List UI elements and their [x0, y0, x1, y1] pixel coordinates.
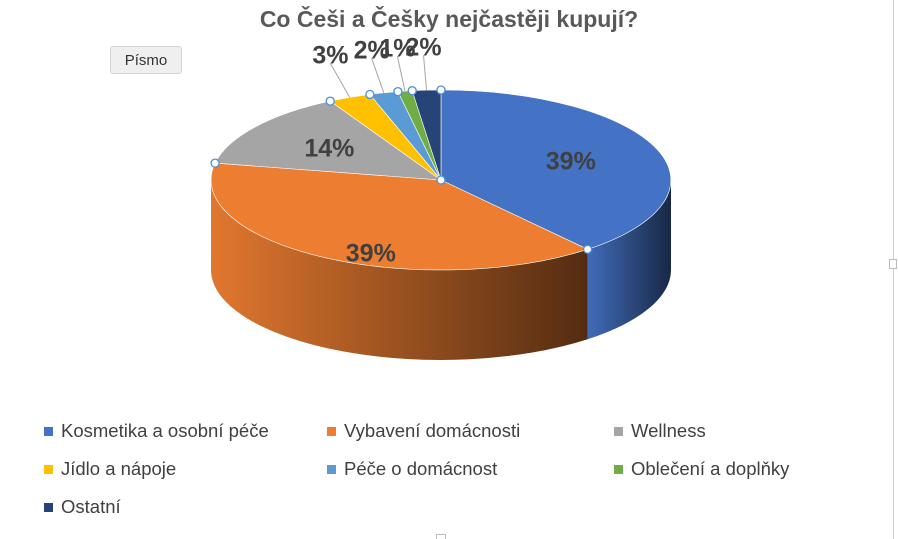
pie-slice-wellness[interactable]	[214, 100, 443, 181]
data-label-obleceni-a-doplnky: 1%	[379, 34, 415, 62]
selection-handle[interactable]	[393, 86, 403, 97]
chart-title: Co Češi a Češky nejčastěji kupují?	[259, 6, 639, 32]
pie-data-labels: 39%39%14%3% 2%1%2%	[304, 33, 595, 267]
selection-handle[interactable]	[436, 85, 446, 95]
leader-line	[396, 56, 406, 92]
pie-leader-lines	[329, 55, 428, 98]
selection-handle[interactable]	[325, 96, 335, 106]
leader-line	[423, 55, 428, 91]
selection-handle[interactable]	[365, 89, 375, 100]
resize-handle-bottom[interactable]	[436, 534, 446, 539]
pie-sides	[211, 180, 671, 360]
font-button[interactable]: Písmo	[110, 46, 182, 74]
pie-slice-kosmetika-a-osobni-pece[interactable]	[440, 89, 672, 250]
data-label-pece-o-domacnost: 2%	[354, 36, 390, 64]
leader-line	[329, 63, 351, 98]
pie-slice-vybaveni-domacnosti[interactable]	[210, 162, 589, 271]
selection-border	[893, 0, 894, 539]
resize-handle-right[interactable]	[889, 259, 897, 269]
data-label-kosmetika-a-osobni-pece: 39%	[546, 148, 596, 176]
selection-handle[interactable]	[582, 244, 593, 254]
leader-line	[371, 58, 385, 93]
data-label-jidlo-a-napoje: 3%	[312, 42, 348, 70]
data-label-vybaveni-domacnosti: 39%	[346, 240, 396, 268]
selection-handle[interactable]	[436, 175, 446, 185]
pie-selection-handles	[210, 85, 593, 254]
selection-handle[interactable]	[407, 86, 417, 96]
pie-side-vybaveni-domacnosti	[211, 180, 588, 360]
pie-side-kosmetika-a-osobni-pece	[587, 180, 671, 340]
selection-handle[interactable]	[210, 158, 220, 168]
data-label-ostatni: 2%	[405, 33, 441, 61]
data-label-wellness: 14%	[304, 134, 354, 162]
